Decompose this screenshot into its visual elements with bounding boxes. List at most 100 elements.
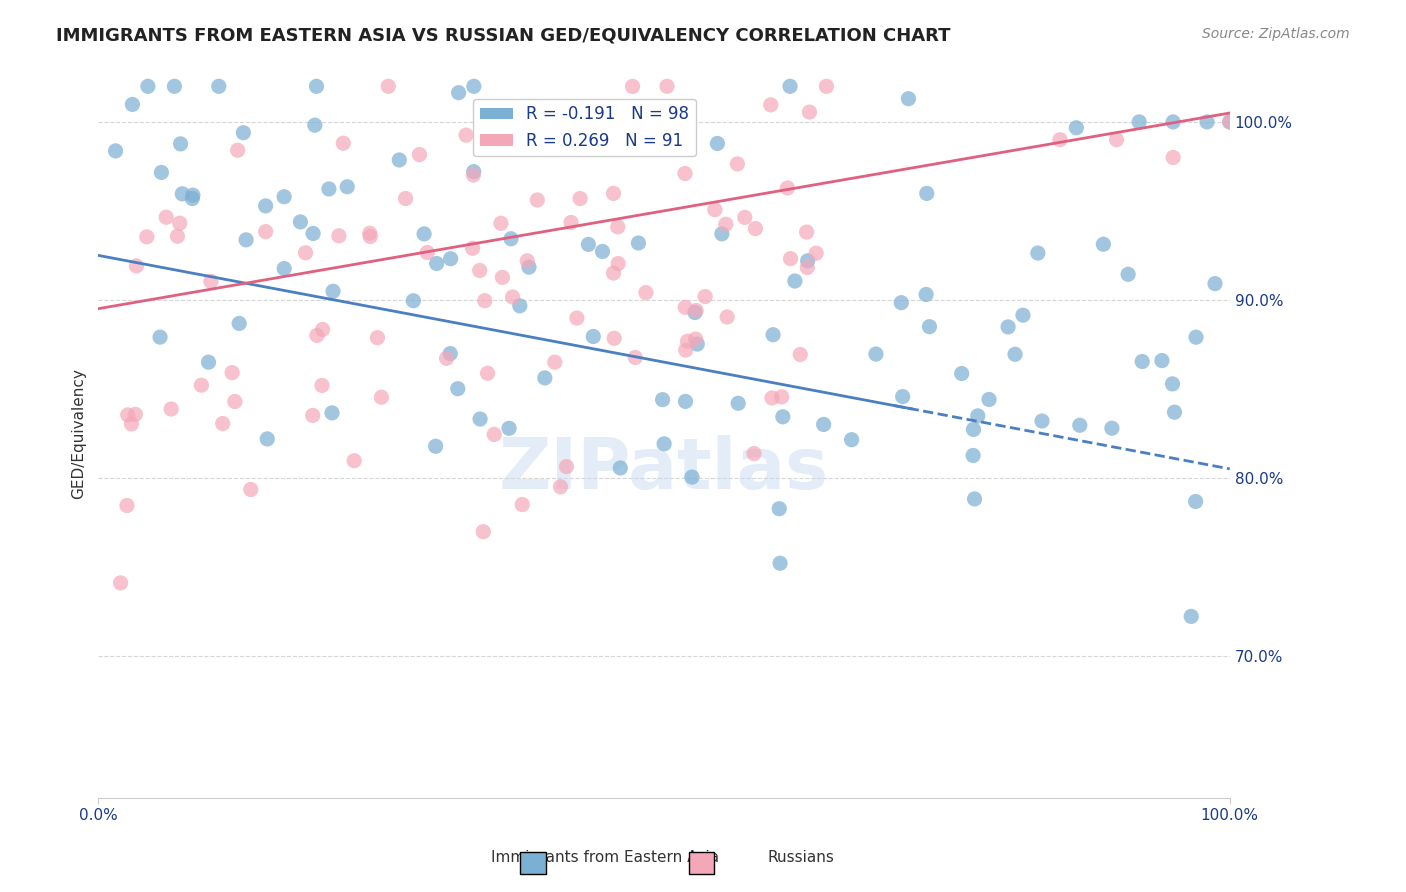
Point: [1130, 354, 1153, 368]
Point: [305, 79, 328, 94]
Point: [491, 270, 513, 285]
Point: [1161, 376, 1184, 391]
Point: [966, 409, 988, 423]
Point: [779, 252, 801, 266]
Point: [440, 252, 463, 266]
Point: [228, 317, 250, 331]
Point: [683, 305, 706, 319]
Point: [592, 244, 614, 259]
Point: [685, 332, 707, 346]
Point: [685, 303, 707, 318]
Point: [602, 266, 624, 280]
Legend: R = -0.191   N = 98, R = 0.269   N = 91: R = -0.191 N = 98, R = 0.269 N = 91: [474, 99, 696, 156]
Point: [510, 498, 533, 512]
Point: [1161, 151, 1184, 165]
Point: [394, 191, 416, 205]
Point: [1219, 115, 1241, 129]
Point: [311, 378, 333, 392]
Point: [582, 329, 605, 343]
Point: [304, 118, 326, 132]
Point: [117, 408, 139, 422]
Point: [104, 144, 127, 158]
Point: [997, 320, 1019, 334]
Point: [305, 328, 328, 343]
Point: [676, 334, 699, 349]
Point: [1066, 120, 1088, 135]
Point: [703, 202, 725, 217]
Point: [290, 215, 312, 229]
Point: [125, 259, 148, 273]
Point: [779, 79, 801, 94]
Point: [607, 256, 630, 270]
Point: [742, 447, 765, 461]
Point: [762, 327, 785, 342]
Point: [963, 491, 986, 506]
Point: [1116, 267, 1139, 281]
Point: [408, 147, 430, 161]
Point: [744, 221, 766, 235]
Point: [509, 299, 531, 313]
Point: [136, 79, 159, 94]
Point: [254, 225, 277, 239]
Point: [1092, 237, 1115, 252]
Point: [655, 79, 678, 94]
Point: [1049, 133, 1071, 147]
Point: [727, 396, 749, 410]
Point: [461, 241, 484, 255]
Point: [425, 439, 447, 453]
Point: [1197, 115, 1219, 129]
Point: [710, 227, 733, 241]
Point: [1128, 115, 1150, 129]
Point: [796, 260, 818, 275]
Point: [149, 330, 172, 344]
Point: [706, 136, 728, 151]
Point: [463, 164, 485, 178]
Point: [1105, 133, 1128, 147]
Point: [115, 499, 138, 513]
Point: [160, 402, 183, 417]
Point: [759, 98, 782, 112]
Point: [322, 285, 344, 299]
Point: [150, 165, 173, 179]
Point: [402, 293, 425, 308]
Point: [221, 366, 243, 380]
Point: [1101, 421, 1123, 435]
Point: [915, 287, 938, 301]
Point: [110, 575, 132, 590]
Point: [468, 263, 491, 277]
Point: [318, 182, 340, 196]
Point: [336, 179, 359, 194]
Point: [891, 390, 914, 404]
Point: [890, 295, 912, 310]
Point: [725, 157, 748, 171]
Point: [550, 480, 572, 494]
Point: [447, 382, 470, 396]
Point: [783, 274, 806, 288]
Point: [332, 136, 354, 151]
Point: [734, 211, 756, 225]
Point: [1184, 494, 1206, 508]
Point: [474, 293, 496, 308]
Point: [673, 166, 696, 180]
Point: [1012, 308, 1035, 322]
Point: [609, 461, 631, 475]
Point: [135, 230, 157, 244]
Point: [569, 192, 592, 206]
Text: Source: ZipAtlas.com: Source: ZipAtlas.com: [1202, 27, 1350, 41]
Point: [239, 483, 262, 497]
Point: [172, 186, 194, 201]
Point: [1150, 353, 1173, 368]
Point: [311, 322, 333, 336]
Point: [1219, 115, 1241, 129]
Point: [235, 233, 257, 247]
Point: [273, 190, 295, 204]
Point: [1004, 347, 1026, 361]
Point: [918, 319, 941, 334]
Point: [166, 229, 188, 244]
Point: [544, 355, 567, 369]
Point: [565, 311, 588, 326]
Point: [181, 188, 204, 202]
Point: [468, 412, 491, 426]
Point: [302, 227, 325, 241]
Point: [447, 86, 470, 100]
